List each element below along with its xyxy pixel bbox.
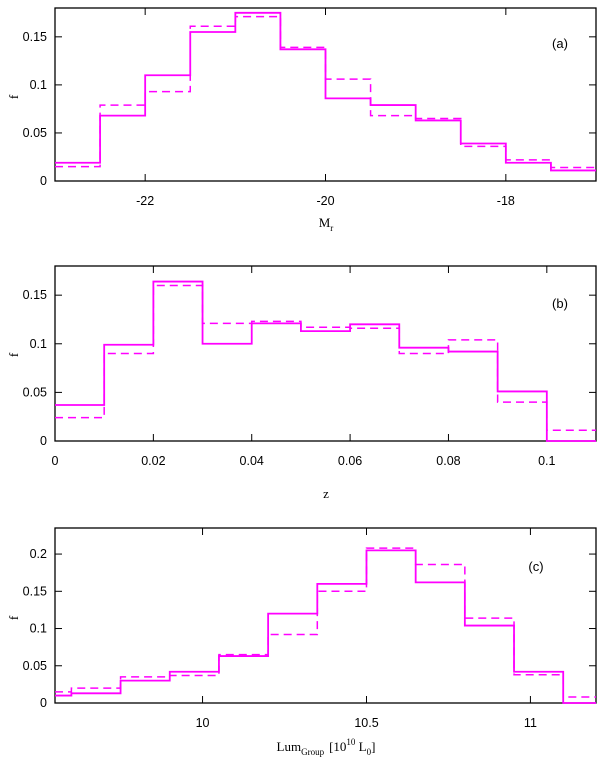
panel-a-x-label-main: M bbox=[319, 215, 331, 230]
panel-c-x-label-close: ] bbox=[371, 739, 375, 754]
panel-c-x-label-main: Lum bbox=[277, 739, 302, 754]
panel-b-y-tick-label: 0.05 bbox=[23, 385, 47, 399]
panel-c-y-tick-label: 0.1 bbox=[30, 622, 47, 636]
panel-c-tick-labels: 10 10.5 11 0 0.05 0.1 0.15 0.2 bbox=[23, 547, 537, 730]
panel-c-y-tick-label: 0.05 bbox=[23, 659, 47, 673]
panel-a-x-axis-label: Mr bbox=[319, 215, 334, 233]
panel-b-x-axis-label: z bbox=[323, 486, 329, 501]
panel-a-y-tick-label: 0.15 bbox=[23, 30, 47, 44]
panel-c-x-tick-label: 10 bbox=[196, 716, 210, 730]
panel-b-x-tick-label: 0.02 bbox=[141, 454, 165, 468]
panel-a-y-tick-label: 0.1 bbox=[30, 78, 47, 92]
panel-c-x-axis-label: LumGroup [1010 L0] bbox=[277, 737, 376, 757]
panel-b-x-tick-label: 0.06 bbox=[338, 454, 362, 468]
panel-a-tick-labels: -22 -20 -18 0 0.05 0.1 0.15 bbox=[23, 30, 515, 208]
panel-a-solid-histogram bbox=[55, 11, 596, 172]
panel-b-x-tick-label: 0 bbox=[52, 454, 59, 468]
panel-b-dashed-histogram bbox=[55, 284, 596, 432]
panel-c-y-axis-label: f bbox=[6, 615, 21, 620]
panel-a-x-label-sub: r bbox=[330, 223, 333, 233]
panel-a-tag: (a) bbox=[552, 36, 568, 51]
panel-a-y-tick-label: 0.05 bbox=[23, 126, 47, 140]
panel-a-x-tick-label: -18 bbox=[497, 194, 515, 208]
panel-b: 0 0.02 0.04 0.06 0.08 0.1 0 0.05 0.1 0.15 (b) f z bbox=[6, 265, 597, 501]
panel-b-y-tick-label: 0.15 bbox=[23, 288, 47, 302]
panel-b-x-tick-label: 0.1 bbox=[538, 454, 555, 468]
panel-c-dashed-histogram bbox=[55, 547, 596, 698]
panel-c-frame bbox=[54, 527, 597, 704]
panel-a: -22 -20 -18 0 0.05 0.1 0.15 (a) f Mr bbox=[6, 7, 597, 233]
panel-b-y-axis-label: f bbox=[6, 352, 21, 357]
panel-b-x-tick-label: 0.04 bbox=[240, 454, 264, 468]
panel-a-dashed-histogram bbox=[55, 15, 596, 169]
panel-c-y-tick-label: 0 bbox=[40, 696, 47, 710]
panel-b-frame bbox=[54, 265, 597, 442]
panel-c-x-label-bracket: [10 bbox=[329, 739, 346, 754]
panel-a-ticks bbox=[55, 8, 596, 182]
panel-c-y-tick-label: 0.2 bbox=[30, 547, 47, 561]
panel-c-x-label-unit: L bbox=[355, 739, 366, 754]
panel-c-x-label-unit-sub: 0 bbox=[367, 747, 372, 757]
panel-b-solid-histogram bbox=[55, 280, 596, 442]
panel-c-x-tick-label: 10.5 bbox=[354, 716, 378, 730]
panel-c-x-tick-label: 11 bbox=[524, 716, 537, 730]
panel-c-x-label-sub: Group bbox=[301, 747, 324, 757]
panel-c-tag: (c) bbox=[528, 559, 543, 574]
panel-b-tag: (b) bbox=[552, 296, 568, 311]
panel-a-y-axis-label: f bbox=[6, 94, 21, 99]
panel-a-x-tick-label: -20 bbox=[316, 194, 334, 208]
panel-a-y-tick-label: 0 bbox=[40, 174, 47, 188]
panel-c-x-label-exponent: 10 bbox=[346, 737, 356, 747]
panel-b-tick-labels: 0 0.02 0.04 0.06 0.08 0.1 0 0.05 0.1 0.15 bbox=[23, 288, 556, 468]
panel-b-y-tick-label: 0 bbox=[40, 434, 47, 448]
panel-c: 10 10.5 11 0 0.05 0.1 0.15 0.2 (c) f LumGroup [1… bbox=[6, 527, 597, 757]
panel-b-y-tick-label: 0.1 bbox=[30, 337, 47, 351]
panel-b-x-tick-label: 0.08 bbox=[436, 454, 460, 468]
panel-a-x-tick-label: -22 bbox=[136, 194, 154, 208]
panel-c-solid-histogram bbox=[55, 549, 596, 704]
panel-c-y-tick-label: 0.15 bbox=[23, 584, 47, 598]
